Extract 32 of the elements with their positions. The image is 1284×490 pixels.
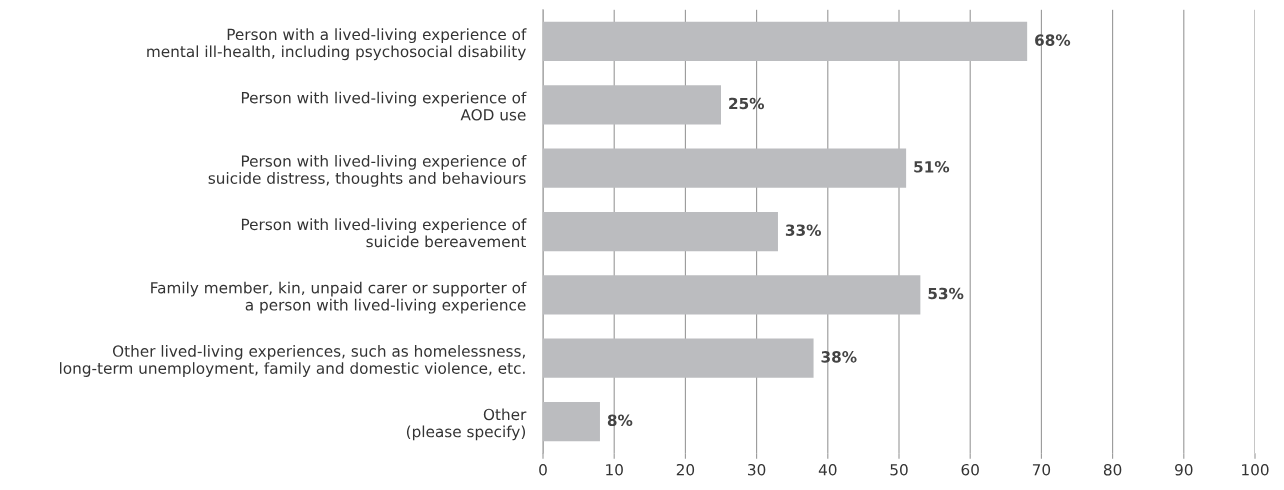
x-tick-label: 20 — [676, 463, 695, 476]
data-label: 25% — [729, 97, 765, 110]
bar — [543, 148, 907, 188]
data-label: 38% — [821, 351, 857, 363]
bar — [543, 85, 721, 125]
x-tick-label: 100 — [1242, 463, 1269, 476]
y-tick-label: Other lived-living experiences, such as homelessness, long-term unemployment, family and domestic violence, etc. — [60, 345, 525, 377]
bar — [543, 338, 814, 378]
data-label: 51% — [914, 161, 950, 173]
bar — [543, 401, 600, 442]
x-tick-label: 40 — [818, 463, 837, 476]
y-tick-label: Family member, kin, unpaid carer or supporter of a person with lived-living experience — [151, 281, 527, 314]
bar — [543, 211, 778, 252]
y-tick-label: Person with a lived-living experience of mental ill-health, including psychosocial disability — [147, 28, 527, 61]
x-tick-label: 10 — [606, 463, 623, 476]
data-label: 33% — [785, 224, 821, 236]
y-tick-label: Person with lived-living experience of suicide distress, thoughts and behaviours — [208, 154, 527, 187]
x-tick-label: 30 — [748, 463, 766, 476]
bar — [543, 275, 921, 315]
x-tick-label: 80 — [1103, 463, 1122, 476]
x-tick-label: 50 — [890, 463, 908, 476]
x-tick-label: 60 — [961, 463, 979, 476]
bar — [543, 21, 1028, 62]
y-tick-label: Person with lived-living experience of AOD use — [241, 91, 527, 121]
data-label: 8% — [607, 414, 633, 427]
data-label: 53% — [928, 287, 964, 300]
x-tick-label: 70 — [1032, 463, 1051, 476]
y-tick-label: Person with lived-living experience of suicide bereavement — [241, 218, 527, 248]
data-label: 68% — [1035, 34, 1071, 46]
x-tick-label: 90 — [1175, 463, 1193, 476]
x-tick-label: 0 — [539, 463, 547, 476]
y-tick-label: Other (please specify) — [406, 408, 527, 441]
